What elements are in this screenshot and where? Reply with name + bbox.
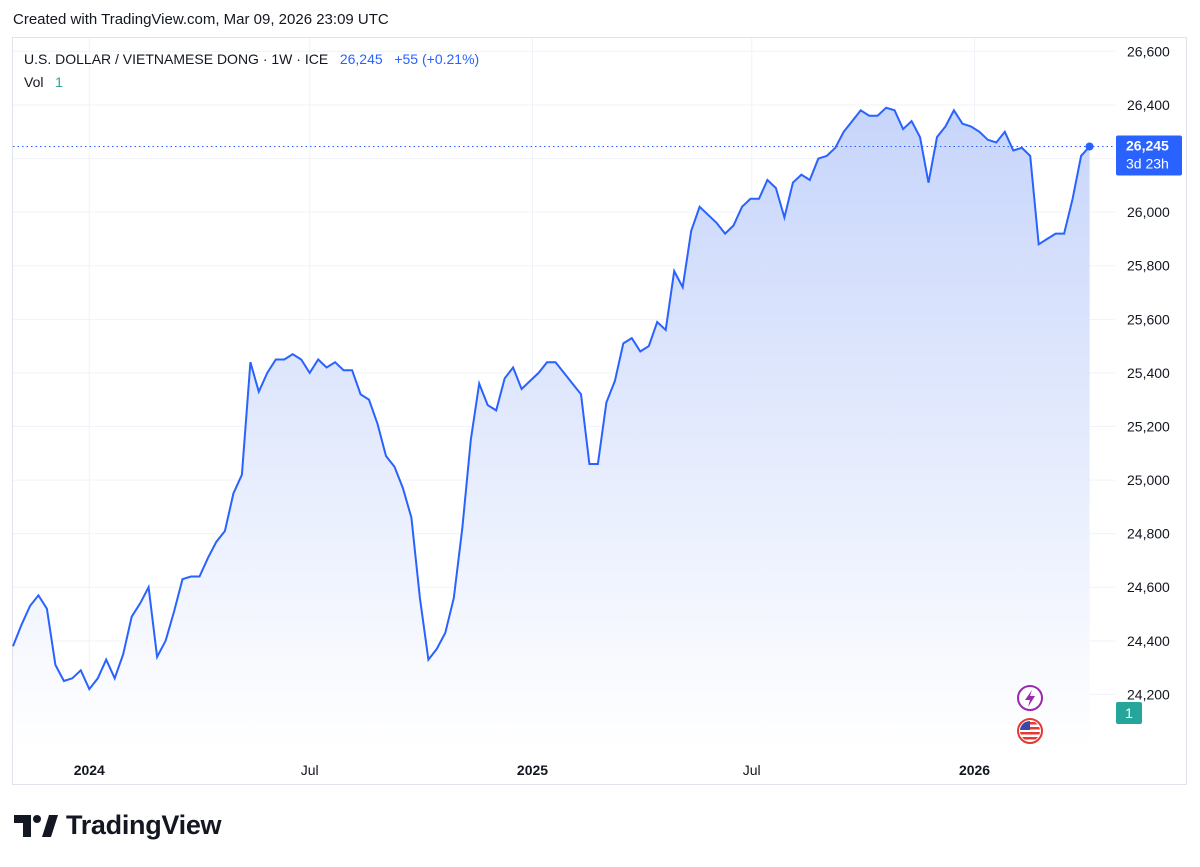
y-tick-label: 24,600 [1127,579,1170,595]
tradingview-logo[interactable]: TradingView [14,810,222,841]
us-flag-icon[interactable] [1017,718,1043,744]
tradingview-logo-text: TradingView [66,810,222,840]
volume-axis-badge-value: 1 [1125,705,1133,721]
last-price-dot [1085,142,1094,151]
symbol-title: U.S. DOLLAR / VIETNAMESE DONG · 1W · ICE [24,51,329,67]
y-tick-label: 24,400 [1127,633,1170,649]
volume-label: Vol [24,74,44,90]
legend-volume-row[interactable]: Vol 1 [24,71,479,94]
y-tick-label: 26,400 [1127,97,1170,113]
time-axis: 2024 Jul 2025 Jul 2026 [74,762,991,778]
last-price-badge [1116,135,1182,176]
legend-price: 26,245 [339,51,383,67]
created-with-caption: Created with TradingView.com, Mar 09, 20… [13,11,389,28]
x-tick-label: 2024 [74,762,105,778]
price-area-fill [13,107,1090,748]
axis-badges: 26,245 3d 23h 1 [1116,135,1182,724]
y-tick-label: 25,000 [1127,472,1170,488]
y-tick-label: 26,000 [1127,204,1170,220]
price-line [12,106,1091,692]
legend-change: +55 (+0.21%) [394,51,480,67]
y-tick-label: 25,400 [1127,365,1170,381]
x-tick-label: 2026 [959,762,990,778]
x-tick-label: Jul [301,762,319,778]
y-tick-label: 25,200 [1127,418,1170,434]
last-price-badge-value: 26,245 [1126,138,1169,154]
legend-symbol-row[interactable]: U.S. DOLLAR / VIETNAMESE DONG · 1W · ICE… [24,48,479,71]
volume-axis-badge [1116,702,1142,724]
chart-frame[interactable] [12,37,1187,785]
x-tick-label: Jul [743,762,761,778]
y-tick-label: 25,800 [1127,258,1170,274]
last-price-countdown: 3d 23h [1126,156,1169,172]
x-tick-label: 2025 [517,762,548,778]
y-tick-label: 24,800 [1127,526,1170,542]
chart-legend: U.S. DOLLAR / VIETNAMESE DONG · 1W · ICE… [24,48,479,94]
y-tick-label: 24,200 [1127,686,1170,702]
volume-value: 1 [55,74,63,90]
y-tick-label: 25,600 [1127,311,1170,327]
event-flash-icon[interactable] [1017,685,1043,711]
tradingview-logo-icon [14,814,58,837]
y-tick-label: 26,600 [1127,43,1170,59]
